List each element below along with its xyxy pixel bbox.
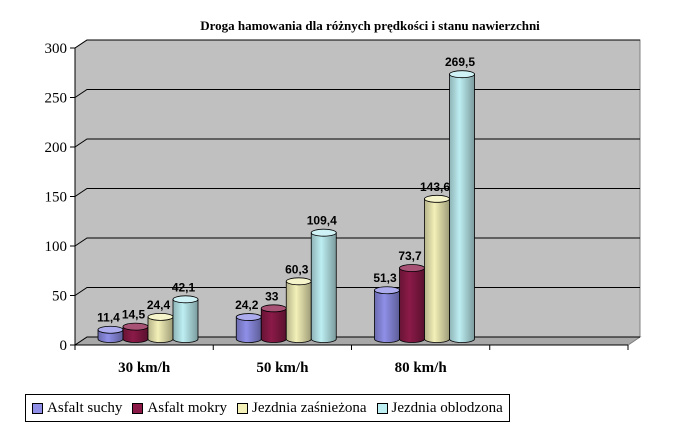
legend-item: Jezdnia zaśnieżona [236, 399, 367, 417]
y-tick-label: 250 [45, 91, 68, 107]
legend: Asfalt suchy Asfalt mokry Jezdnia zaśnieżo… [25, 394, 510, 422]
y-tick-label: 100 [45, 239, 68, 255]
legend-item: Asfalt mokry [132, 400, 227, 417]
data-labels: 11,4 14,524,442,1 24,2 33 60,3 109,4 51,373,7 1… [97, 55, 475, 325]
y-tick-label: 0 [60, 338, 68, 354]
x-tick-label: 50 km/h [256, 360, 309, 376]
legend-label: Jezdnia zaśnieżona [251, 399, 367, 416]
y-tick-label: 50 [52, 289, 67, 305]
data-label: 14,5 [122, 308, 146, 322]
data-label: 109,4 [307, 214, 337, 228]
x-tick-label: 30 km/h [118, 360, 171, 376]
data-label: 143,6 [420, 180, 450, 194]
bar [260, 304, 287, 343]
bar [449, 70, 475, 343]
bar [122, 322, 149, 343]
bar [172, 295, 199, 343]
data-label: 51,3 [373, 271, 397, 285]
legend-label: Asfalt suchy [47, 399, 123, 416]
bar [97, 325, 124, 343]
data-label: 42,1 [172, 280, 196, 294]
bar [285, 277, 312, 343]
x-axis: 30 km/h 50 km/h 80 km/h [74, 344, 629, 376]
bar [147, 312, 174, 343]
data-label: 60,3 [285, 262, 309, 276]
bar [374, 286, 400, 343]
data-label: 24,2 [235, 298, 259, 312]
legend-item: Jezdnia oblodzona [376, 399, 503, 417]
data-label: 269,5 [445, 55, 475, 69]
data-label: 33 [265, 289, 279, 303]
y-tick-label: 200 [45, 140, 68, 156]
bars [97, 70, 475, 343]
data-label: 11,4 [97, 311, 120, 325]
x-tick-label: 80 km/h [395, 360, 448, 376]
chart-title: Droga hamowania dla różnych prędkości i … [200, 18, 540, 33]
legend-swatch [132, 402, 144, 414]
legend-swatch [376, 402, 388, 414]
y-tick-label: 300 [45, 41, 68, 57]
bar [399, 264, 425, 343]
bar [310, 228, 337, 343]
legend-label: Jezdnia oblodzona [391, 399, 503, 416]
legend-label: Asfalt mokry [147, 399, 227, 416]
legend-swatch [32, 402, 43, 414]
legend-swatch [236, 402, 248, 414]
bar [235, 313, 262, 343]
y-axis: 0 50 100 150 200 250 300 [45, 41, 76, 354]
bar [424, 194, 450, 343]
y-tick-label: 150 [45, 190, 68, 206]
gridline [74, 39, 640, 49]
data-label: 73,7 [398, 249, 422, 263]
data-label: 24,4 [147, 298, 171, 312]
legend-item: Asfalt suchy [32, 400, 122, 417]
